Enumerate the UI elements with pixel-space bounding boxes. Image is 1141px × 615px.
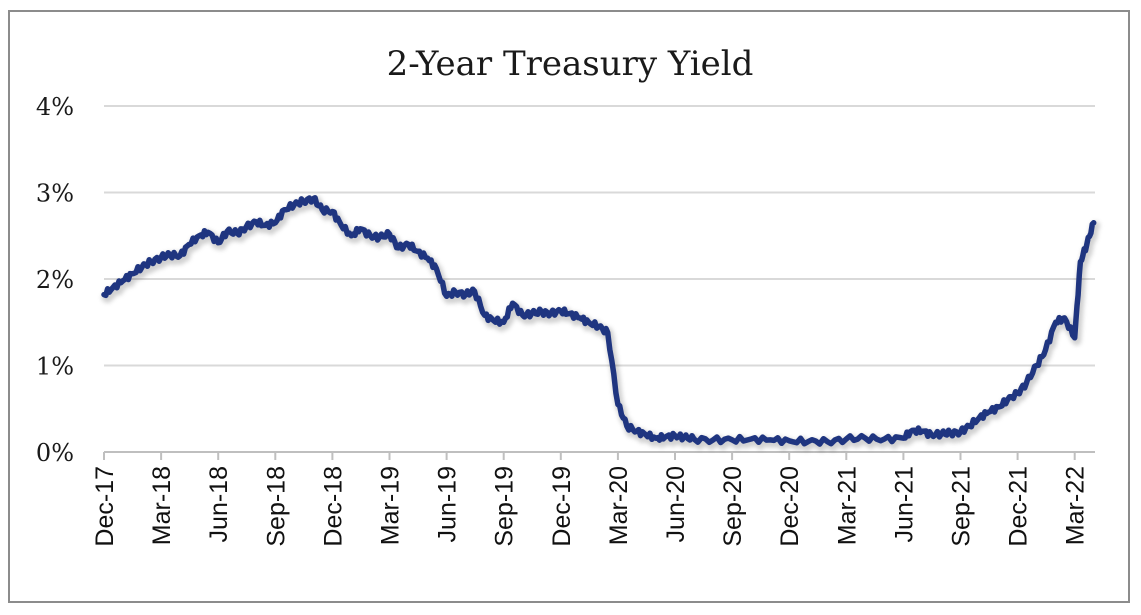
- x-tick-label: Sep-19: [491, 466, 519, 547]
- x-tick-label: Dec-18: [319, 466, 347, 547]
- y-tick-label: 2%: [36, 266, 74, 294]
- x-tick-label: Jun-19: [434, 466, 462, 542]
- y-tick-label: 0%: [36, 439, 74, 467]
- x-tick-label: Sep-18: [262, 466, 290, 547]
- y-tick-label: 3%: [36, 180, 74, 208]
- x-tick-label: Dec-19: [548, 466, 576, 547]
- gridlines: [104, 105, 1095, 367]
- y-tick-label: 4%: [36, 93, 74, 121]
- y-axis-ticks: 0% 1% 2% 3% 4%: [36, 93, 74, 467]
- x-tick-label: Mar-18: [148, 466, 176, 545]
- x-tick-label: Jun-20: [662, 466, 690, 542]
- x-tick-label: Sep-20: [719, 466, 747, 547]
- y-tick-label: 1%: [36, 353, 74, 381]
- x-tick-label: Mar-21: [833, 466, 861, 545]
- series-line: [101, 195, 1097, 447]
- x-tick-label: Jun-21: [890, 466, 918, 542]
- x-tick-label: Dec-21: [1005, 466, 1033, 547]
- chart-frame: [8, 10, 1130, 603]
- x-tick-label: Mar-22: [1062, 466, 1090, 545]
- x-tick-label: Jun-18: [205, 466, 233, 542]
- x-tick-label: Mar-19: [377, 466, 405, 545]
- x-tick-label: Sep-21: [948, 466, 976, 547]
- x-axis-ticks: Dec-17 Mar-18 Jun-18 Sep-18 Dec-18 Mar-19 Jun-…: [91, 452, 1090, 547]
- chart-title: 2-Year Treasury Yield: [387, 44, 754, 84]
- x-tick-label: Dec-20: [776, 466, 804, 547]
- x-tick-label: Mar-20: [605, 466, 633, 545]
- series-group: [101, 195, 1101, 452]
- x-tick-label: Dec-17: [91, 466, 119, 547]
